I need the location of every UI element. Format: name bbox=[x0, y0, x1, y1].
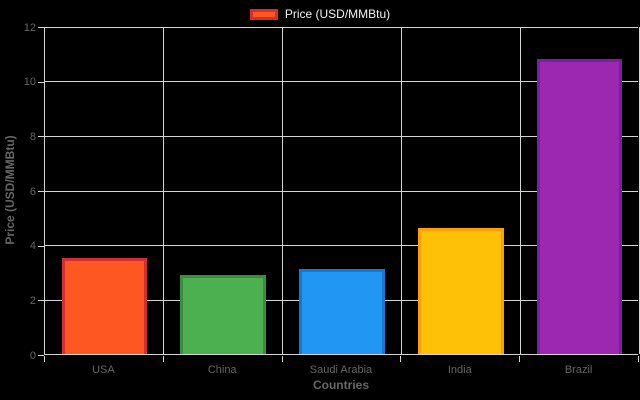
x-tick-label: China bbox=[207, 364, 237, 376]
y-tick-mark bbox=[38, 27, 44, 28]
y-tick-label: 10 bbox=[23, 76, 36, 89]
v-gridline bbox=[519, 27, 521, 354]
y-tick-mark bbox=[38, 300, 44, 302]
bar-usa[interactable] bbox=[61, 258, 148, 354]
h-gridline bbox=[45, 26, 638, 28]
v-gridline bbox=[163, 27, 165, 354]
h-gridline bbox=[45, 190, 638, 192]
x-tick-label: Saudi Arabia bbox=[309, 364, 373, 376]
x-tick-label: India bbox=[447, 364, 472, 376]
x-tick-mark bbox=[162, 356, 164, 362]
y-tick-mark bbox=[38, 191, 44, 192]
x-axis-title: Countries bbox=[312, 378, 369, 392]
y-tick-label: 6 bbox=[29, 185, 36, 198]
legend-item[interactable]: Price (USD/MMBtu) bbox=[0, 5, 640, 23]
x-tick-mark bbox=[400, 356, 402, 362]
y-tick-label: 4 bbox=[29, 240, 36, 253]
x-tick-mark bbox=[44, 356, 45, 362]
bar-brazil[interactable] bbox=[536, 58, 623, 354]
y-axis-title: Price (USD/MMBtu) bbox=[3, 135, 17, 245]
x-tick-mark bbox=[281, 356, 283, 362]
v-gridline bbox=[282, 27, 284, 354]
h-gridline bbox=[45, 245, 638, 247]
bar-china[interactable] bbox=[180, 274, 266, 354]
v-gridline bbox=[400, 27, 402, 354]
bar-saudi-arabia[interactable] bbox=[299, 269, 385, 354]
h-gridline bbox=[45, 135, 638, 137]
x-tick-label: USA bbox=[92, 364, 115, 376]
h-gridline bbox=[45, 81, 638, 83]
y-tick-mark bbox=[38, 245, 44, 247]
y-tick-label: 8 bbox=[29, 130, 36, 143]
y-tick-label: 2 bbox=[29, 294, 36, 307]
x-tick-mark bbox=[638, 356, 639, 362]
legend-swatch bbox=[249, 8, 278, 20]
y-tick-label: 0 bbox=[29, 349, 36, 362]
y-tick-mark bbox=[38, 355, 44, 356]
bar-india[interactable] bbox=[418, 228, 504, 354]
y-tick-mark bbox=[38, 81, 44, 83]
x-tick-mark bbox=[519, 356, 521, 362]
plot-area bbox=[44, 26, 640, 355]
y-tick-label: 12 bbox=[23, 21, 36, 34]
v-gridline bbox=[638, 27, 640, 354]
legend-label: Price (USD/MMBtu) bbox=[284, 7, 391, 21]
y-tick-mark bbox=[38, 136, 44, 138]
x-tick-label: Brazil bbox=[564, 364, 593, 376]
